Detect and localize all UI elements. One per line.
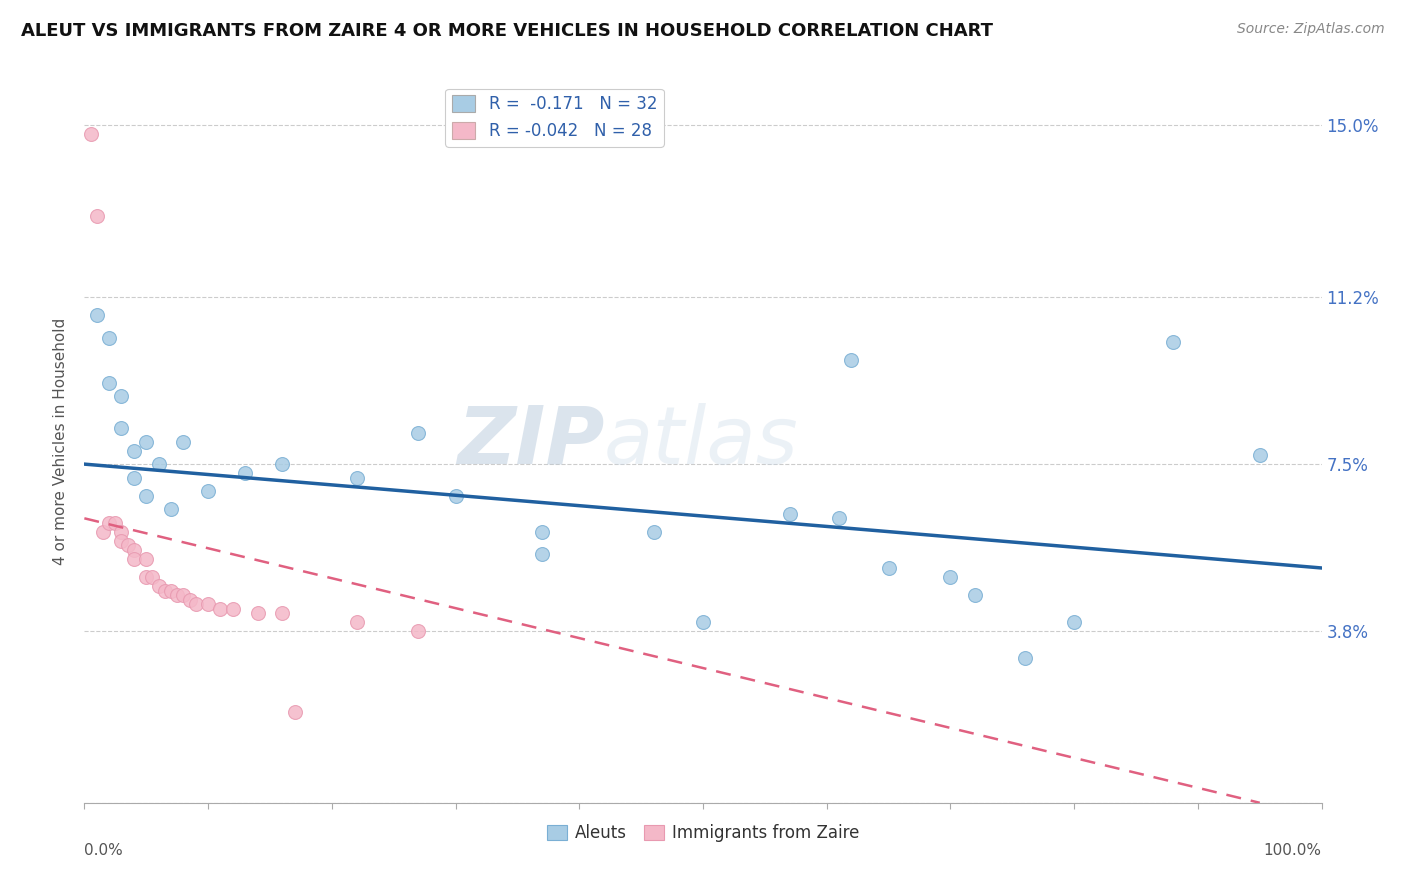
Point <box>271 457 294 471</box>
Point <box>135 434 157 449</box>
Point <box>135 570 157 584</box>
Point <box>98 516 121 530</box>
Point <box>86 209 108 223</box>
Point <box>172 588 194 602</box>
Point <box>222 601 245 615</box>
Point <box>197 484 219 499</box>
Point <box>141 570 163 584</box>
Text: ALEUT VS IMMIGRANTS FROM ZAIRE 4 OR MORE VEHICLES IN HOUSEHOLD CORRELATION CHART: ALEUT VS IMMIGRANTS FROM ZAIRE 4 OR MORE… <box>21 22 993 40</box>
Text: 100.0%: 100.0% <box>1264 843 1322 857</box>
Point <box>179 592 201 607</box>
Point <box>531 524 554 539</box>
Point <box>122 443 145 458</box>
Text: 0.0%: 0.0% <box>84 843 124 857</box>
Point <box>965 588 987 602</box>
Point <box>91 524 114 539</box>
Point <box>197 597 219 611</box>
Point <box>98 376 121 390</box>
Point <box>98 331 121 345</box>
Point <box>233 466 256 480</box>
Text: Source: ZipAtlas.com: Source: ZipAtlas.com <box>1237 22 1385 37</box>
Text: ZIP: ZIP <box>457 402 605 481</box>
Point <box>408 425 430 440</box>
Point <box>110 533 132 548</box>
Point <box>408 624 430 639</box>
Point <box>135 552 157 566</box>
Point <box>184 597 207 611</box>
Point <box>346 471 368 485</box>
Point <box>877 561 900 575</box>
Point <box>104 516 127 530</box>
Point <box>79 128 101 142</box>
Point <box>148 457 170 471</box>
Point <box>122 542 145 557</box>
Point <box>1014 651 1036 665</box>
Point <box>692 615 714 630</box>
Point <box>209 601 232 615</box>
Point <box>135 489 157 503</box>
Point <box>1063 615 1085 630</box>
Point <box>122 552 145 566</box>
Point <box>841 353 863 368</box>
Point <box>284 706 307 720</box>
Point <box>160 583 183 598</box>
Point <box>153 583 176 598</box>
Point <box>271 606 294 620</box>
Point <box>110 524 132 539</box>
Y-axis label: 4 or more Vehicles in Household: 4 or more Vehicles in Household <box>53 318 69 566</box>
Point <box>110 389 132 403</box>
Point <box>86 308 108 322</box>
Point <box>939 570 962 584</box>
Point <box>166 588 188 602</box>
Point <box>110 421 132 435</box>
Point <box>828 511 851 525</box>
Point <box>1161 335 1184 350</box>
Point <box>1249 448 1271 462</box>
Point <box>148 579 170 593</box>
Point <box>122 471 145 485</box>
Point <box>643 524 665 539</box>
Point <box>246 606 269 620</box>
Point <box>779 507 801 521</box>
Text: atlas: atlas <box>605 402 799 481</box>
Point <box>444 489 467 503</box>
Legend: Aleuts, Immigrants from Zaire: Aleuts, Immigrants from Zaire <box>540 817 866 848</box>
Point <box>531 548 554 562</box>
Point <box>346 615 368 630</box>
Point <box>117 538 139 552</box>
Point <box>172 434 194 449</box>
Point <box>160 502 183 516</box>
